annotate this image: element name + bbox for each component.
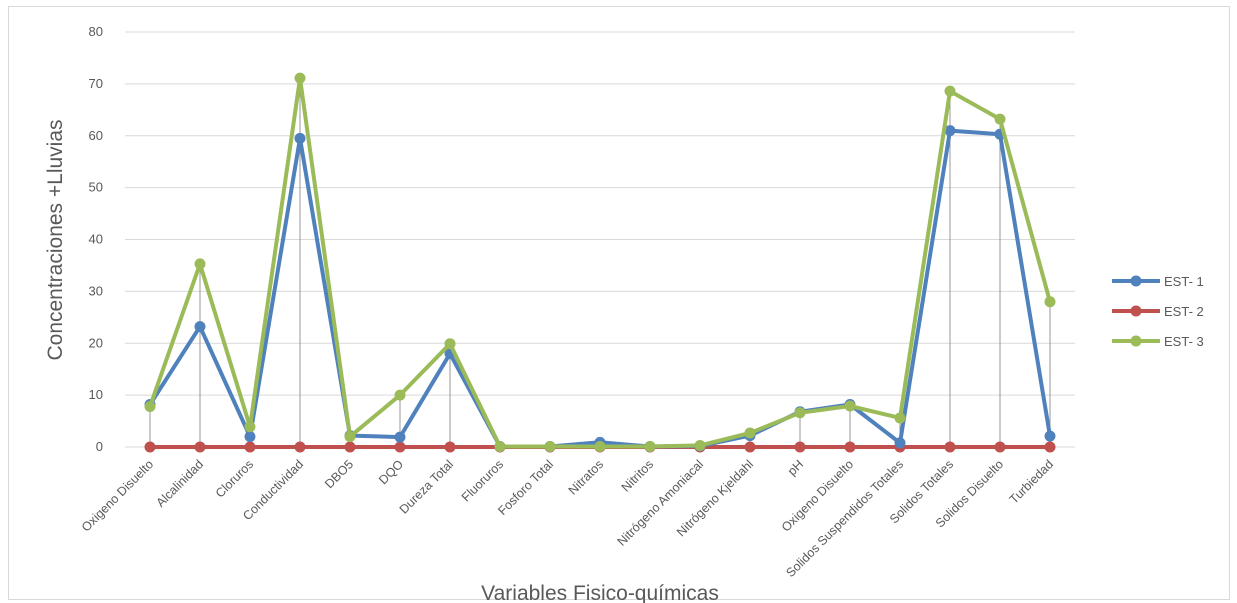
data-point bbox=[1044, 441, 1056, 453]
x-tick-label: Nitrógeno Amoniacal bbox=[615, 457, 706, 548]
data-point bbox=[744, 441, 756, 453]
y-tick-label: 40 bbox=[89, 232, 103, 247]
data-point bbox=[944, 125, 956, 137]
data-point bbox=[294, 132, 306, 144]
y-axis-title: Concentraciones +Lluvias bbox=[44, 119, 67, 360]
data-point bbox=[994, 113, 1006, 125]
y-tick-label: 20 bbox=[89, 335, 103, 350]
x-tick-label: Alcalinidad bbox=[153, 457, 206, 510]
data-point bbox=[694, 439, 706, 451]
data-point bbox=[294, 441, 306, 453]
data-point bbox=[794, 441, 806, 453]
data-point bbox=[194, 321, 206, 333]
data-point bbox=[994, 441, 1006, 453]
x-tick-label: Fluoruros bbox=[459, 457, 506, 504]
data-point bbox=[344, 441, 356, 453]
data-point bbox=[194, 258, 206, 270]
data-point bbox=[944, 85, 956, 97]
legend-swatch-marker bbox=[1130, 335, 1142, 347]
data-point bbox=[244, 421, 256, 433]
legend-swatch-marker bbox=[1130, 275, 1142, 287]
data-point bbox=[294, 72, 306, 84]
y-tick-label: 10 bbox=[89, 387, 103, 402]
data-point bbox=[344, 431, 356, 443]
x-tick-label: pH bbox=[785, 457, 806, 478]
data-point bbox=[844, 441, 856, 453]
x-tick-label: DQO bbox=[376, 457, 406, 487]
data-point bbox=[394, 431, 406, 443]
data-point bbox=[144, 401, 156, 413]
data-point bbox=[444, 338, 456, 350]
y-tick-label: 60 bbox=[89, 128, 103, 143]
legend-swatch-marker bbox=[1130, 305, 1142, 317]
data-point bbox=[494, 440, 506, 452]
data-point bbox=[594, 440, 606, 452]
data-point bbox=[744, 427, 756, 439]
y-tick-label: 80 bbox=[89, 24, 103, 39]
series-line-3 bbox=[148, 76, 1052, 449]
legend-label: EST- 2 bbox=[1164, 304, 1204, 319]
data-point bbox=[844, 400, 856, 412]
x-tick-label: Turbiedad bbox=[1007, 457, 1056, 506]
data-point bbox=[544, 440, 556, 452]
data-point bbox=[1044, 296, 1056, 308]
x-tick-label: Oxigeno Disuelto bbox=[79, 457, 156, 534]
x-tick-label: Nitratos bbox=[566, 457, 606, 497]
data-point bbox=[394, 389, 406, 401]
x-tick-label: Dureza Total bbox=[397, 457, 456, 516]
y-tick-label: 0 bbox=[96, 439, 103, 454]
data-point bbox=[194, 441, 206, 453]
y-tick-label: 50 bbox=[89, 180, 103, 195]
legend-label: EST- 1 bbox=[1164, 274, 1204, 289]
legend-label: EST- 3 bbox=[1164, 334, 1204, 349]
data-point bbox=[1044, 430, 1056, 442]
data-point bbox=[394, 441, 406, 453]
data-point bbox=[794, 407, 806, 419]
data-point bbox=[444, 441, 456, 453]
data-point bbox=[894, 412, 906, 424]
y-tick-label: 30 bbox=[89, 283, 103, 298]
data-point bbox=[244, 431, 256, 443]
x-tick-label: DBO5 bbox=[322, 457, 356, 491]
data-point bbox=[944, 441, 956, 453]
data-point bbox=[244, 441, 256, 453]
x-tick-label: Nitritos bbox=[619, 457, 656, 494]
data-point bbox=[144, 441, 156, 453]
x-tick-label: Cloruros bbox=[213, 457, 256, 500]
y-tick-label: 70 bbox=[89, 76, 103, 91]
x-axis-title: Variables Fisico-químicas bbox=[481, 582, 719, 603]
data-point bbox=[894, 437, 906, 449]
data-point bbox=[644, 440, 656, 452]
